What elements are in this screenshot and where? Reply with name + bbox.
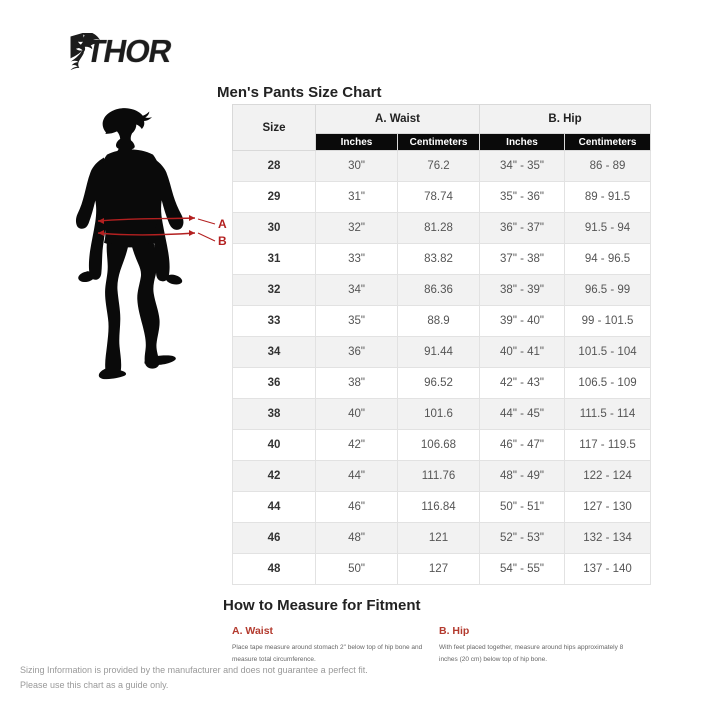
svg-text:B: B — [218, 234, 227, 248]
svg-text:A: A — [218, 217, 227, 231]
